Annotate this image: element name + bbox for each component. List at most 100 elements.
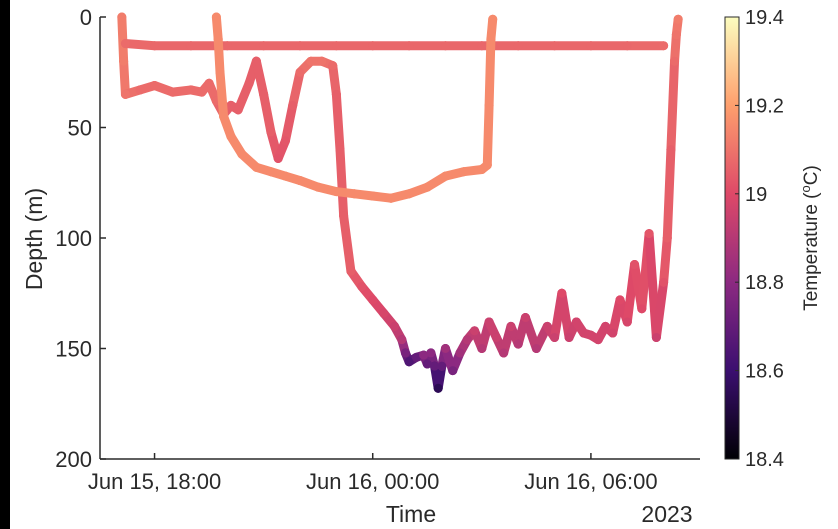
data-point	[233, 105, 243, 115]
data-point	[470, 326, 480, 336]
data-point	[488, 14, 498, 24]
series-1-segment	[335, 145, 349, 221]
data-point	[671, 30, 681, 40]
data-point	[430, 361, 440, 371]
data-point	[513, 339, 523, 349]
data-point	[477, 344, 487, 353]
axes	[99, 17, 700, 460]
data-point	[550, 332, 560, 342]
data-point	[673, 14, 683, 24]
series-3-segment	[484, 34, 496, 110]
data-point	[357, 282, 367, 292]
data-point	[637, 304, 647, 314]
data-point	[186, 41, 196, 51]
data-point	[237, 149, 247, 159]
data-point	[259, 41, 269, 51]
x-tick-label: Jun 16, 00:00	[306, 469, 439, 494]
colorbar-tick-label: 19.4	[745, 7, 784, 29]
data-point	[251, 162, 261, 172]
data-point	[600, 321, 610, 331]
data-series-layer	[117, 12, 683, 393]
y-ticks: 0 50 100 150 200	[55, 5, 106, 472]
data-point	[659, 277, 669, 287]
series-1-segment	[117, 12, 129, 66]
data-point	[368, 191, 378, 201]
y-tick-label: 150	[55, 337, 92, 362]
data-point	[211, 12, 221, 22]
data-point	[346, 266, 356, 276]
x-tick-label: Jun 15, 18:00	[88, 469, 221, 494]
data-point	[564, 332, 574, 342]
data-point	[482, 160, 492, 170]
data-point	[622, 317, 632, 327]
data-point	[251, 56, 261, 66]
data-point	[288, 100, 298, 110]
data-point	[150, 81, 160, 91]
x-axis-title: Time	[386, 501, 436, 527]
data-point	[455, 348, 465, 358]
data-point	[630, 260, 640, 270]
series-1-segment	[651, 277, 669, 342]
data-point	[213, 34, 223, 44]
data-point	[670, 56, 680, 66]
data-point	[215, 67, 225, 77]
y-tick-label: 100	[55, 226, 92, 251]
y-tick-label: 0	[80, 5, 92, 30]
data-point	[422, 359, 432, 369]
data-point	[313, 182, 323, 192]
data-point	[557, 288, 567, 298]
y-tick-label: 200	[55, 447, 92, 472]
colorbar-tick-label: 18.8	[745, 272, 784, 294]
data-point	[486, 34, 496, 44]
series-1-segment	[659, 233, 672, 287]
data-point	[411, 352, 421, 362]
data-point	[397, 335, 407, 345]
colorbar-gradient	[724, 16, 740, 460]
data-point	[259, 89, 269, 99]
data-point	[186, 85, 196, 95]
data-point	[295, 67, 305, 77]
data-point	[390, 321, 400, 331]
data-point	[226, 131, 236, 141]
data-point	[168, 87, 178, 97]
data-point	[331, 41, 341, 51]
series-1-segment	[259, 89, 276, 137]
series-3	[211, 12, 498, 203]
colorbar-title-degree: o	[798, 185, 813, 192]
data-point	[615, 295, 625, 305]
data-point	[666, 145, 676, 155]
data-point	[404, 41, 414, 51]
data-point	[244, 78, 254, 88]
data-point	[644, 229, 654, 239]
data-point	[273, 153, 283, 163]
data-point	[226, 100, 236, 110]
series-1-segment	[339, 211, 356, 276]
data-point	[219, 111, 229, 121]
series-1-segment	[280, 100, 298, 146]
x-tick-label: Jun 16, 06:00	[524, 469, 657, 494]
data-point	[651, 332, 661, 342]
data-point	[204, 78, 214, 88]
data-point	[331, 89, 341, 99]
data-point	[477, 41, 487, 51]
data-point	[222, 41, 232, 51]
data-point	[662, 233, 672, 243]
data-point	[368, 41, 378, 51]
data-point	[117, 12, 127, 22]
x-axis-year-label: 2023	[641, 501, 692, 527]
data-point	[119, 56, 129, 66]
series-1-segment	[662, 145, 676, 243]
series-1-segment	[328, 61, 341, 99]
data-point	[317, 56, 327, 66]
data-point	[295, 176, 305, 186]
colorbar-title-main: Temperature (	[801, 192, 822, 311]
data-point	[579, 328, 589, 338]
data-point	[586, 41, 596, 51]
data-point	[280, 171, 290, 181]
colorbar: 18.4 18.6 18.8 19 19.2 19.4 Temperature (oC)	[724, 7, 822, 471]
data-point	[448, 366, 458, 376]
data-point	[120, 89, 130, 99]
series-1-segment	[666, 56, 680, 155]
series-1-segment	[288, 67, 305, 110]
